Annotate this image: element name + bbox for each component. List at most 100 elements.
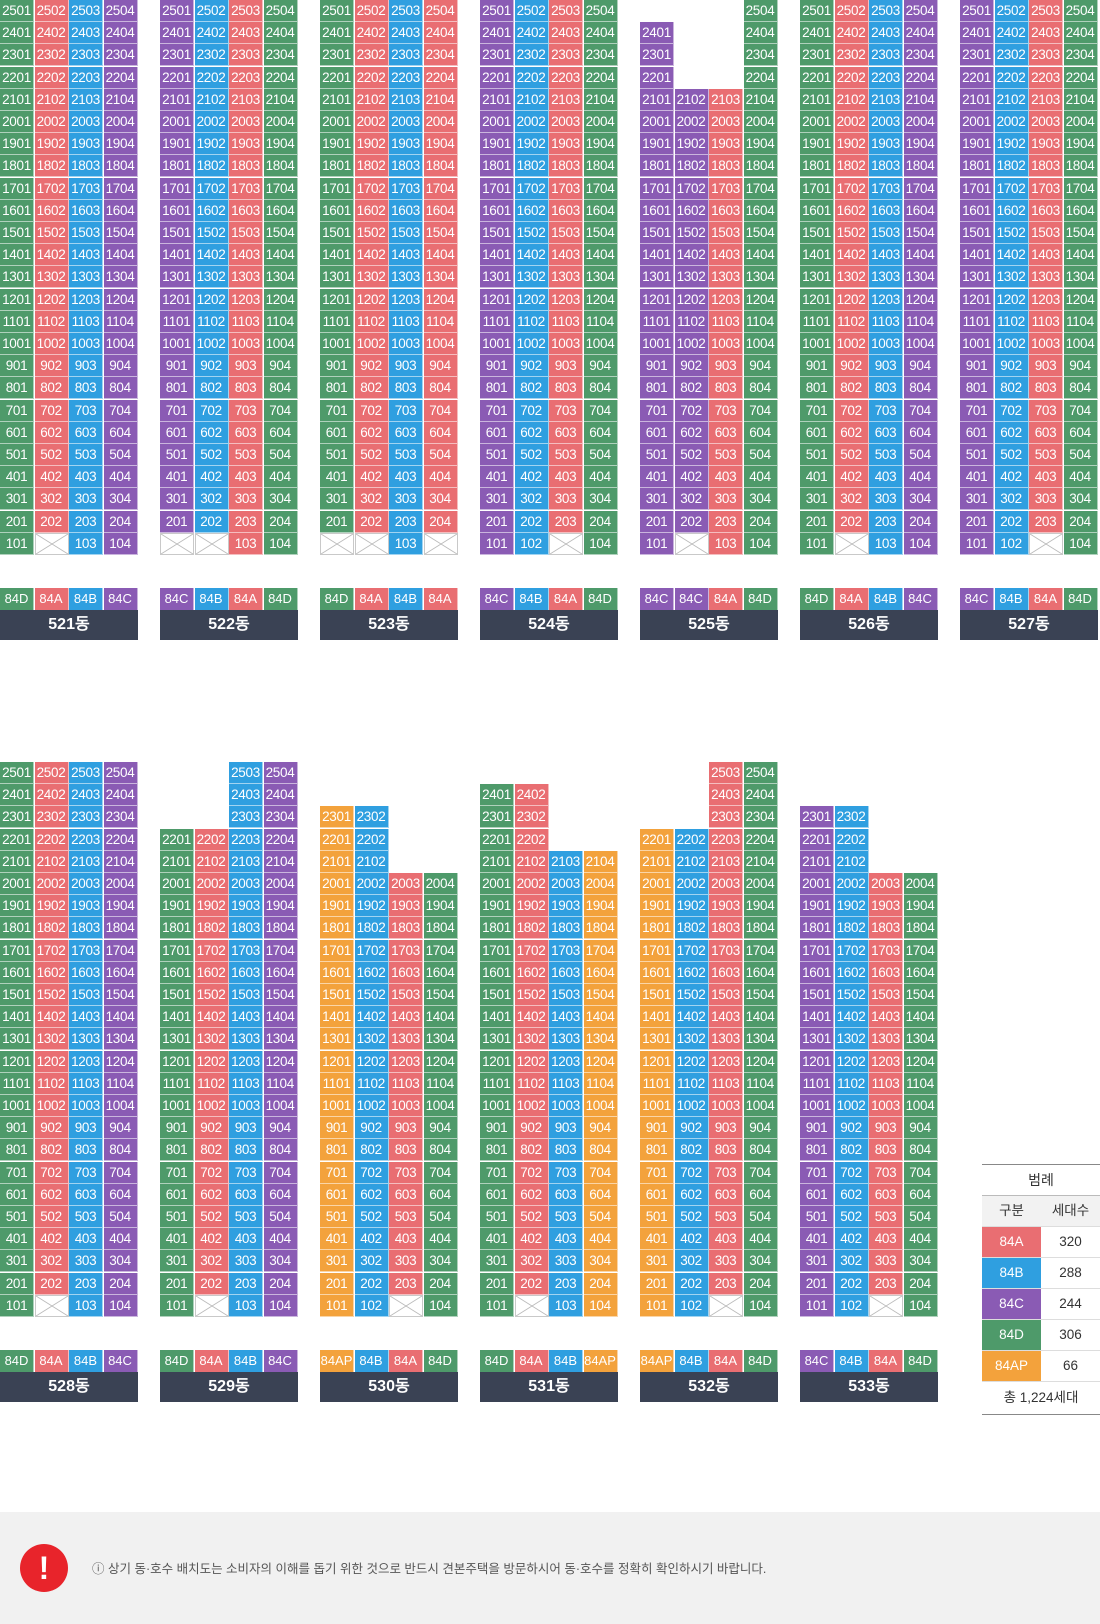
- unit-2301: 2301: [160, 44, 194, 67]
- unit-1803: 1803: [549, 917, 583, 940]
- unit-201: 201: [320, 1272, 354, 1295]
- unit-1302: 1302: [194, 1028, 229, 1051]
- unit-901: 901: [320, 355, 354, 378]
- unit-1302: 1302: [514, 1028, 549, 1051]
- unit-1601: 1601: [160, 199, 194, 222]
- unit-2002: 2002: [674, 873, 709, 895]
- unit-601: 601: [0, 421, 34, 444]
- unit-1502: 1502: [194, 984, 229, 1006]
- unit-1902: 1902: [34, 133, 69, 156]
- unit-903: 903: [229, 355, 263, 378]
- unit-2504: 2504: [263, 0, 298, 22]
- unit-1801: 1801: [960, 155, 994, 178]
- unit-103: 103: [69, 532, 103, 555]
- unit-604: 604: [423, 1183, 458, 1206]
- unit-1402: 1402: [834, 244, 869, 267]
- unit-1902: 1902: [834, 133, 869, 156]
- unit-1902: 1902: [34, 895, 69, 918]
- unit-901: 901: [480, 355, 514, 378]
- unit-403: 403: [69, 466, 103, 489]
- unit-802: 802: [834, 377, 869, 400]
- unit-602: 602: [34, 421, 69, 444]
- unit-202: 202: [514, 510, 549, 533]
- unit-2402: 2402: [514, 784, 549, 807]
- unit-1802: 1802: [354, 155, 389, 178]
- unit-101: 101: [800, 1294, 834, 1317]
- unit-1104: 1104: [903, 310, 938, 333]
- unit-803: 803: [69, 1139, 103, 1162]
- unit-303: 303: [389, 1250, 423, 1273]
- unit-703: 703: [709, 1161, 743, 1184]
- unit-304: 304: [103, 1250, 138, 1273]
- empty-unit-102: [834, 532, 869, 555]
- unit-502: 502: [834, 1206, 869, 1228]
- empty-unit-102: [354, 532, 389, 555]
- unit-2301: 2301: [640, 44, 674, 67]
- unit-1501: 1501: [800, 222, 834, 244]
- unit-804: 804: [583, 377, 618, 400]
- unit-701: 701: [640, 399, 674, 422]
- unit-801: 801: [160, 377, 194, 400]
- unit-1604: 1604: [903, 199, 938, 222]
- unit-304: 304: [423, 488, 458, 511]
- unit-704: 704: [583, 1161, 618, 1184]
- unit-101: 101: [640, 1294, 674, 1317]
- unit-1804: 1804: [103, 155, 138, 178]
- unit-204: 204: [743, 1272, 778, 1295]
- unit-903: 903: [69, 1117, 103, 1140]
- unit-2303: 2303: [709, 806, 743, 829]
- unit-202: 202: [194, 1272, 229, 1295]
- unit-1701: 1701: [0, 939, 34, 962]
- unit-502: 502: [514, 1206, 549, 1228]
- unit-2204: 2204: [583, 66, 618, 89]
- unit-104: 104: [583, 532, 618, 555]
- unit-702: 702: [34, 1161, 69, 1184]
- unit-904: 904: [903, 355, 938, 378]
- unit-1104: 1104: [423, 1072, 458, 1095]
- unit-2403: 2403: [1029, 22, 1063, 45]
- unit-1604: 1604: [103, 961, 138, 984]
- unit-803: 803: [229, 377, 263, 400]
- unit-1504: 1504: [743, 984, 778, 1006]
- unit-1502: 1502: [834, 222, 869, 244]
- unit-1402: 1402: [514, 244, 549, 267]
- unit-1201: 1201: [640, 288, 674, 311]
- unit-type-label: 84A: [549, 588, 583, 610]
- unit-1801: 1801: [480, 917, 514, 940]
- unit-1004: 1004: [1063, 333, 1098, 355]
- unit-404: 404: [423, 1228, 458, 1251]
- unit-1402: 1402: [34, 244, 69, 267]
- unit-type-label: 84A: [194, 1350, 229, 1372]
- unit-1702: 1702: [834, 939, 869, 962]
- unit-1001: 1001: [960, 333, 994, 355]
- unit-2401: 2401: [160, 22, 194, 45]
- unit-1201: 1201: [480, 1050, 514, 1073]
- unit-301: 301: [480, 1250, 514, 1273]
- unit-1104: 1104: [903, 1072, 938, 1095]
- unit-1401: 1401: [800, 244, 834, 267]
- unit-501: 501: [480, 444, 514, 466]
- unit-201: 201: [960, 510, 994, 533]
- unit-2404: 2404: [263, 784, 298, 807]
- unit-1204: 1204: [423, 1050, 458, 1073]
- unit-type-row: 84D 84A 84B 84AP: [480, 1350, 618, 1372]
- unit-1202: 1202: [674, 288, 709, 311]
- unit-402: 402: [194, 466, 229, 489]
- unit-702: 702: [994, 399, 1029, 422]
- unit-2401: 2401: [0, 22, 34, 45]
- unit-2502: 2502: [194, 0, 229, 22]
- unit-1801: 1801: [800, 917, 834, 940]
- unit-403: 403: [389, 1228, 423, 1251]
- unit-1103: 1103: [1029, 310, 1063, 333]
- unit-1703: 1703: [709, 939, 743, 962]
- unit-404: 404: [583, 1228, 618, 1251]
- unit-204: 204: [263, 1272, 298, 1295]
- unit-602: 602: [674, 421, 709, 444]
- unit-type-row: 84D 84A 84B 84C: [160, 1350, 298, 1372]
- unit-1204: 1204: [263, 288, 298, 311]
- unit-2104: 2104: [263, 88, 298, 111]
- unit-504: 504: [583, 444, 618, 466]
- unit-1604: 1604: [423, 199, 458, 222]
- unit-2101: 2101: [960, 88, 994, 111]
- unit-2202: 2202: [834, 66, 869, 89]
